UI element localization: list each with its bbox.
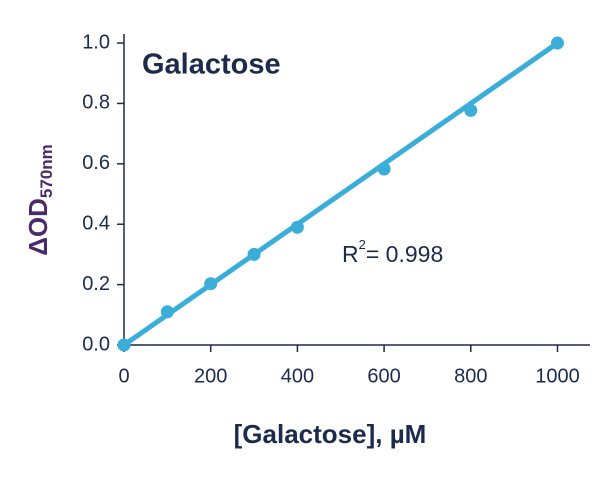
x-tick-label: 800: [454, 365, 487, 387]
fit-line: [121, 40, 560, 348]
y-tick-label: 0.2: [82, 273, 110, 295]
annotation: R2= 0.998: [342, 237, 443, 267]
x-tick-label: 0: [118, 365, 129, 387]
data-point: [550, 36, 564, 50]
x-tick-label: 400: [281, 365, 314, 387]
annotation-sup: 2: [359, 237, 366, 252]
y-tick-label: 0.8: [82, 92, 110, 114]
x-tick-label: 600: [367, 365, 400, 387]
data-point: [117, 338, 131, 352]
data-point: [247, 247, 261, 261]
x-tick-label: 1000: [535, 365, 580, 387]
data-point: [204, 277, 218, 291]
annotation-rest: = 0.998: [366, 241, 443, 267]
chart-title: Galactose: [142, 49, 281, 81]
x-axis-label: [Galactose], µM: [234, 419, 427, 449]
y-axis-label-sub: 570nm: [37, 144, 56, 198]
x-tick-label: 200: [194, 365, 227, 387]
data-point: [377, 162, 391, 176]
y-tick-label: 0.6: [82, 152, 110, 174]
data-point: [160, 305, 174, 319]
annotation-main: R: [342, 241, 359, 267]
y-axis-label-main: ΔOD: [23, 198, 53, 256]
data-point: [290, 220, 304, 234]
y-tick-label: 0.4: [82, 213, 110, 235]
y-tick-label: 1.0: [82, 31, 110, 53]
y-axis-label: ΔOD570nm: [23, 144, 57, 256]
data-point: [464, 103, 478, 117]
y-tick-label: 0.0: [82, 333, 110, 355]
